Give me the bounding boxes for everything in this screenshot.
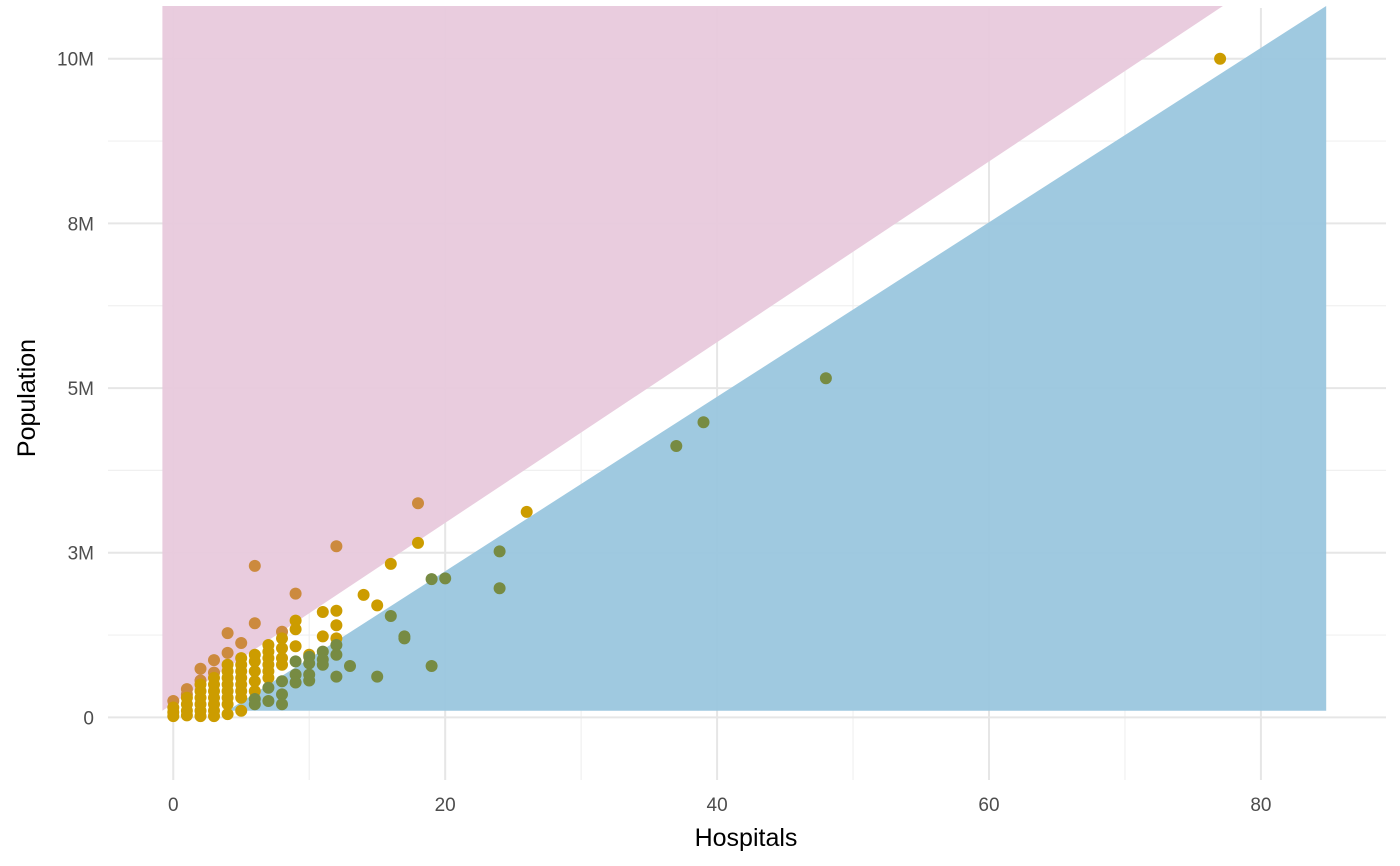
data-point-below bbox=[303, 657, 316, 670]
data-point-middle bbox=[1214, 52, 1227, 65]
y-axis-tick-labels: 0 3M 5M 8M 10M bbox=[57, 50, 94, 730]
y-tick-label: 0 bbox=[83, 708, 94, 729]
data-point-middle bbox=[316, 606, 329, 618]
y-tick-label: 10M bbox=[57, 50, 94, 71]
data-point-below bbox=[289, 655, 302, 668]
shaded-regions bbox=[162, 6, 1327, 711]
data-point-middle bbox=[276, 632, 288, 645]
data-point-below bbox=[439, 572, 452, 585]
data-point-above bbox=[221, 646, 234, 659]
data-point-below bbox=[344, 660, 356, 672]
data-point-below bbox=[330, 639, 343, 651]
data-point-middle bbox=[330, 619, 343, 632]
data-point-above bbox=[235, 637, 248, 649]
x-tick-label: 60 bbox=[978, 795, 999, 816]
data-point-below bbox=[330, 648, 343, 661]
data-point-below bbox=[303, 674, 316, 687]
data-point-middle bbox=[330, 604, 343, 617]
data-point-below bbox=[276, 675, 288, 688]
data-point-middle bbox=[248, 655, 261, 668]
data-point-middle bbox=[262, 671, 275, 684]
data-point-below bbox=[398, 632, 411, 645]
data-point-middle bbox=[384, 557, 397, 570]
data-point-middle bbox=[289, 614, 302, 627]
data-point-middle bbox=[276, 642, 288, 655]
data-point-below bbox=[371, 670, 384, 683]
data-point-middle bbox=[221, 708, 234, 721]
x-tick-label: 40 bbox=[707, 795, 728, 816]
data-point-middle bbox=[357, 588, 370, 601]
data-point-middle bbox=[412, 536, 424, 549]
data-point-below bbox=[276, 688, 288, 701]
data-point-middle bbox=[289, 640, 302, 653]
data-point-middle bbox=[235, 691, 248, 704]
data-point-middle bbox=[180, 709, 193, 722]
data-point-above bbox=[289, 587, 302, 600]
data-point-middle bbox=[276, 658, 288, 671]
data-point-below bbox=[493, 545, 506, 558]
data-point-middle bbox=[235, 704, 248, 717]
x-axis-tick-labels: 0 20 40 60 80 bbox=[168, 795, 1272, 816]
data-point-below bbox=[330, 670, 343, 683]
data-point-middle bbox=[194, 710, 207, 723]
data-point-middle bbox=[248, 665, 261, 678]
data-point-below bbox=[493, 582, 506, 595]
y-tick-label: 3M bbox=[68, 544, 94, 565]
x-tick-label: 80 bbox=[1250, 795, 1271, 816]
data-point-middle bbox=[221, 698, 234, 711]
data-point-below bbox=[425, 573, 438, 586]
data-point-above bbox=[194, 662, 207, 675]
data-point-above bbox=[208, 654, 220, 667]
data-point-below bbox=[384, 610, 397, 622]
y-tick-label: 5M bbox=[68, 379, 94, 400]
data-point-middle bbox=[520, 505, 533, 518]
x-axis-title: Hospitals bbox=[695, 824, 798, 852]
data-point-below bbox=[262, 681, 275, 694]
data-point-middle bbox=[167, 710, 180, 723]
data-point-middle bbox=[316, 630, 329, 643]
data-point-above bbox=[248, 559, 261, 572]
y-tick-label: 8M bbox=[68, 214, 94, 235]
data-point-middle bbox=[371, 599, 384, 612]
data-point-below bbox=[819, 372, 832, 385]
data-point-below bbox=[697, 416, 710, 429]
data-point-above bbox=[330, 540, 343, 553]
data-point-above bbox=[221, 627, 234, 640]
data-point-middle bbox=[289, 623, 302, 636]
data-point-middle bbox=[208, 710, 220, 723]
x-tick-label: 0 bbox=[168, 795, 179, 816]
data-point-below bbox=[276, 698, 288, 711]
data-point-below bbox=[425, 660, 438, 672]
data-point-below bbox=[262, 695, 275, 707]
data-point-below bbox=[670, 440, 683, 452]
upper-region bbox=[162, 6, 1223, 711]
data-point-middle bbox=[248, 675, 261, 688]
data-point-below bbox=[289, 676, 302, 689]
data-points bbox=[167, 52, 1227, 723]
data-point-above bbox=[412, 497, 424, 510]
y-axis-title: Population bbox=[13, 339, 41, 457]
data-point-above bbox=[248, 617, 261, 630]
data-point-below bbox=[248, 698, 261, 711]
x-tick-label: 20 bbox=[435, 795, 456, 816]
lower-region bbox=[227, 6, 1327, 711]
data-point-below bbox=[316, 658, 329, 671]
